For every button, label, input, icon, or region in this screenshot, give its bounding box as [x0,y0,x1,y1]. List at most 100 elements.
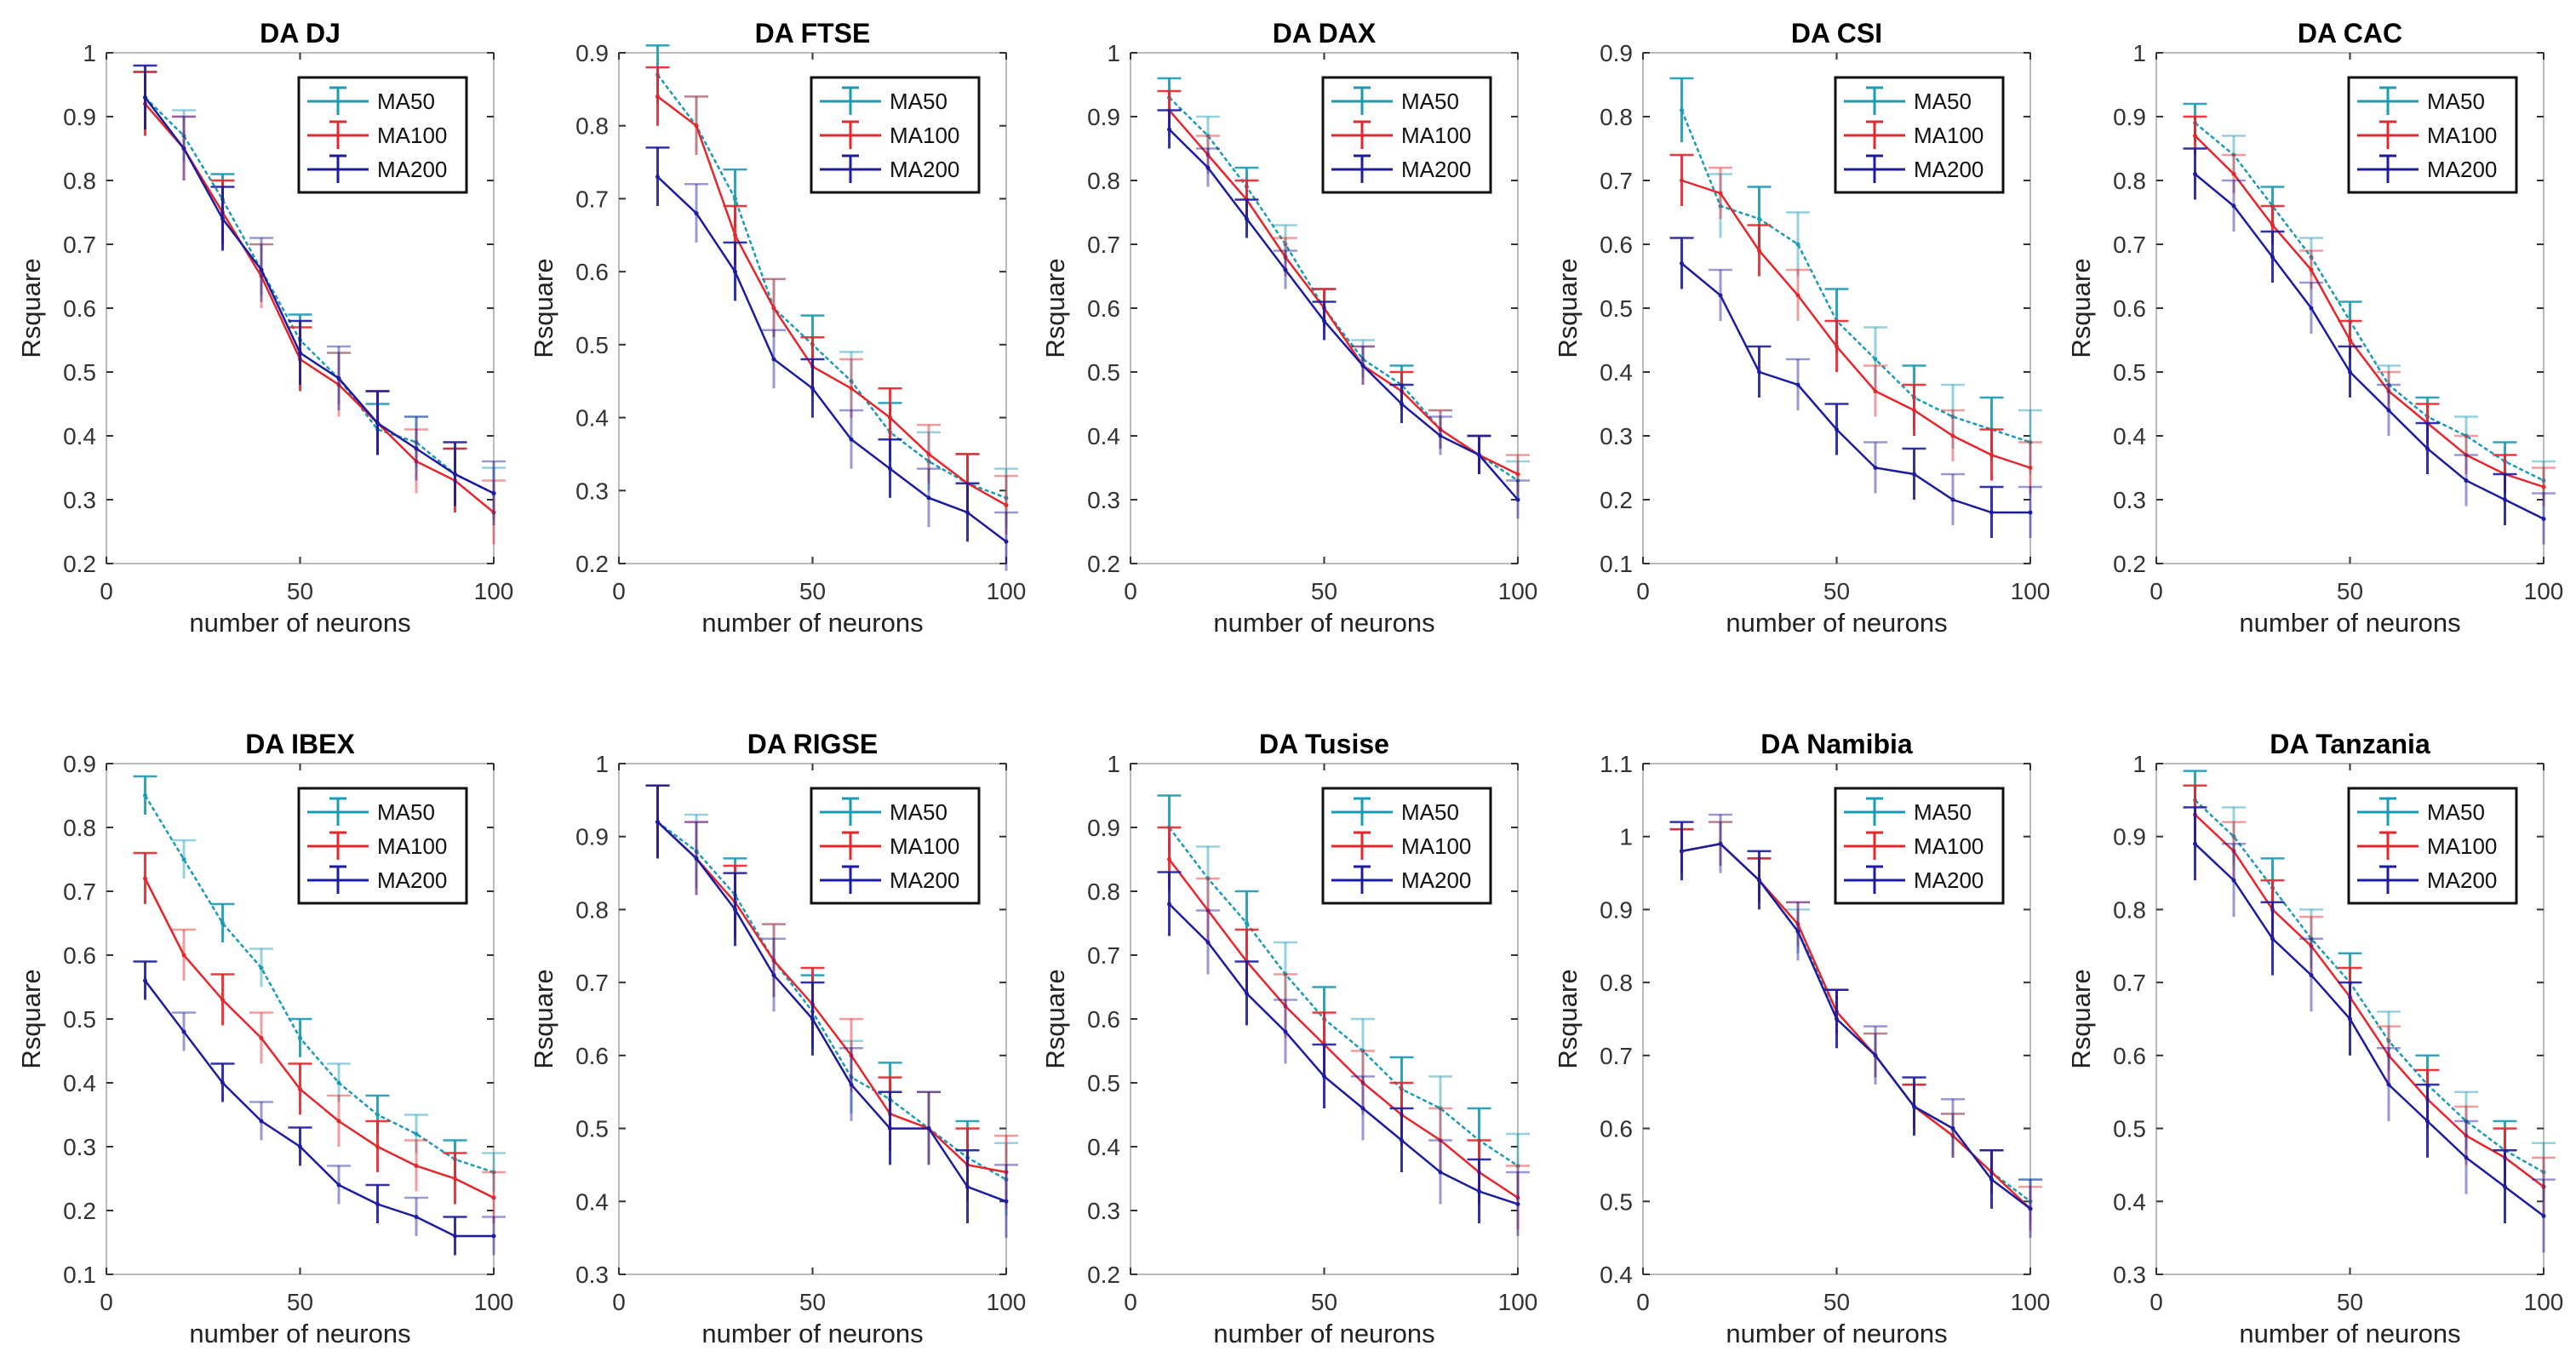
x-tick-label: 100 [2011,578,2051,604]
subplot-da-rigse: 0 50 100 0.3 0.4 0.5 0.6 0.7 0.8 0.9 1 DA RIGSE numb… [529,729,1026,1348]
error-bar [2183,806,2207,881]
data-point [965,510,970,515]
y-tick-label: 0.5 [63,1006,96,1033]
data-point [694,211,699,216]
series-line [1168,129,1519,501]
y-tick-label: 0.1 [1600,551,1633,577]
data-point [1950,433,1955,438]
y-tick-label: 1.1 [1600,751,1633,777]
data-point [771,973,776,978]
error-bar [1157,109,1182,149]
subplot-title: DA Tusise [1259,729,1389,759]
data-point [143,978,147,983]
error-bar [1902,1076,1926,1136]
error-bar [1506,479,1530,519]
data-point [453,472,457,477]
error-bar [404,1139,428,1192]
data-point [2231,172,2236,176]
series-line [656,821,1007,1203]
error-bar [172,109,196,162]
x-tick-label: 0 [100,578,113,604]
y-tick-label: 0.5 [575,1116,609,1142]
legend: MA50 MA100 MA200 [810,76,981,194]
y-tick-label: 0.9 [1087,815,1120,841]
data-point [1950,1133,1955,1138]
error-bar [133,851,157,904]
data-point [1004,502,1009,507]
data-point [1004,495,1009,501]
error-bar [1709,173,1732,238]
x-tick-label: 0 [1124,578,1137,604]
error-bar [2299,937,2323,1012]
error-bar [762,937,786,1012]
error-bar [839,358,863,418]
data-point [1757,369,1761,375]
series-line [2194,798,2545,1174]
error-bar [1234,960,1259,1026]
error-bar [1669,821,1694,881]
subplot-da-ibex: 0 50 100 0.1 0.2 0.3 0.4 0.5 0.6 0.7 0.8 0.9 DA IBEX… [16,729,513,1348]
error-bar [404,428,428,494]
data-point [1912,472,1916,477]
y-axis-label: Rsquare [16,969,46,1068]
data-point [1515,497,1520,502]
series-line [1680,110,2031,444]
error-bar [288,319,312,385]
x-axis-label: number of neurons [2239,608,2460,638]
data-point [414,1131,419,1136]
data-point [2309,973,2314,978]
data-point [453,1233,457,1239]
data-point [220,998,225,1002]
data-point [1989,1177,1994,1182]
series-line [144,103,495,513]
y-tick-label: 0.2 [575,551,609,577]
data-point [2309,943,2314,948]
data-point [849,379,854,384]
y-tick-label: 0.4 [1087,423,1120,449]
error-bar [210,902,235,942]
legend-label: MA200 [1914,157,1984,182]
error-bar [482,1171,506,1223]
data-point [259,965,264,970]
data-point [1360,363,1365,368]
error-bar [1351,345,1375,385]
error-bar [955,1149,980,1223]
legend: MA50 MA100 MA200 [1834,76,2005,194]
x-tick-label: 50 [2337,578,2363,604]
y-tick-label: 0.3 [2113,487,2146,513]
data-point [733,196,737,201]
x-tick-label: 100 [1498,578,1538,604]
error-bar [210,973,235,1026]
error-bar [1467,434,1491,474]
legend-label: MA200 [1914,867,1984,893]
error-bar [172,839,196,879]
data-point [1873,466,1878,470]
data-point [1757,878,1761,883]
error-bar [2222,806,2246,866]
data-point [143,876,147,881]
legend-label: MA100 [890,123,959,148]
series-line [656,821,1007,1174]
error-bar [1863,1025,1887,1085]
y-tick-label: 0.9 [1600,40,1633,66]
data-point [1950,497,1955,502]
data-point [1757,216,1761,221]
y-tick-label: 0.6 [63,942,96,969]
data-point [1795,242,1800,247]
series-line [144,96,495,495]
y-tick-label: 0.3 [1600,423,1633,449]
data-point [181,134,186,138]
data-point [1757,249,1761,253]
series-line [1681,842,2031,1210]
error-bar [2299,915,2323,976]
error-bar [1351,1075,1375,1141]
data-point [1438,1106,1443,1111]
x-tick-label: 0 [100,1289,113,1315]
subplot-da-tanzania: 0 50 100 0.3 0.4 0.5 0.6 0.7 0.8 0.9 1 DA Tanzania n… [2066,729,2563,1348]
y-tick-label: 0.4 [63,1070,96,1096]
error-bar [133,960,157,1000]
error-bar [1389,383,1414,423]
series-ma200 [1157,109,1530,519]
data-point [1360,357,1365,362]
error-bar [645,66,670,126]
